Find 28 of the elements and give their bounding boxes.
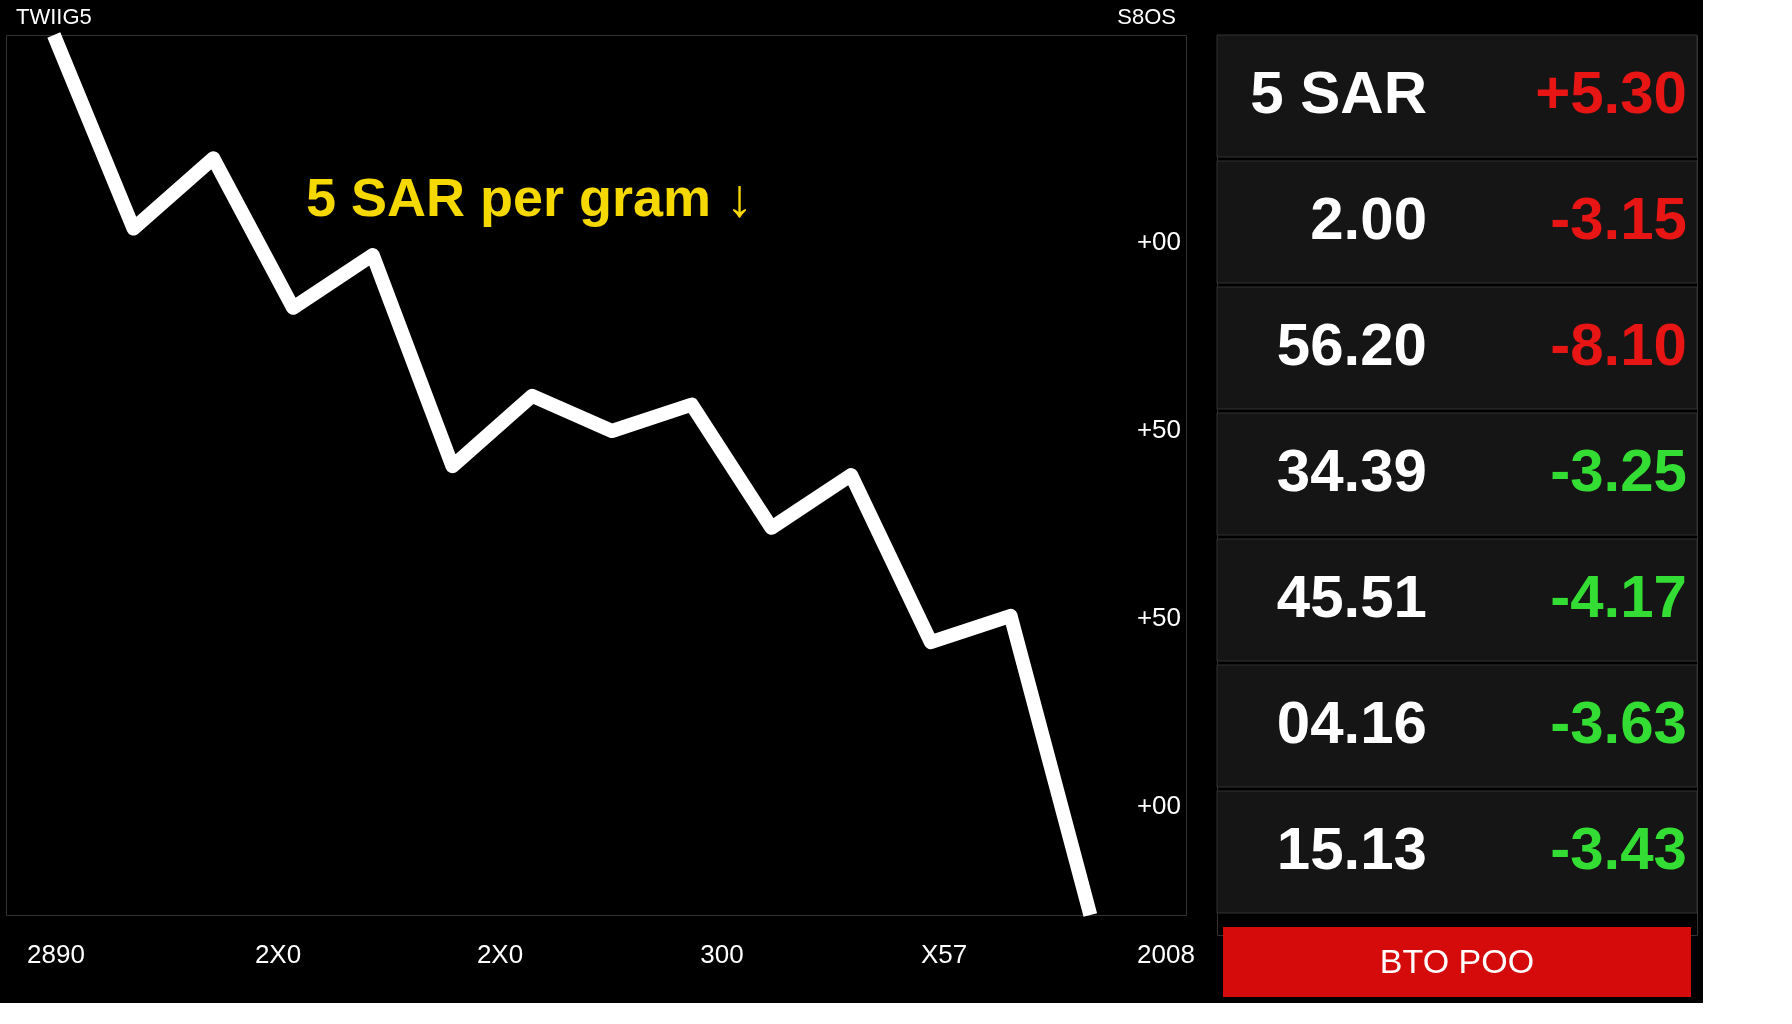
annotation: +50 (1136, 602, 1181, 632)
text: 45.51 (1276, 563, 1427, 630)
text: -4.17 (1550, 563, 1687, 630)
text: 2.00 (1310, 185, 1427, 252)
text: 5 SAR (1250, 59, 1427, 126)
text: 5 SAR per gram ↓ (306, 167, 754, 227)
text: 34.39 (1276, 437, 1427, 504)
annotation: +50 (1136, 414, 1181, 444)
text: 2008 (1137, 939, 1195, 969)
annotation: +00 (1136, 226, 1181, 256)
text: -3.43 (1550, 815, 1687, 882)
text: BTO POO (1379, 942, 1535, 980)
text: +5.30 (1535, 59, 1687, 126)
text: -3.63 (1550, 689, 1687, 756)
text: 300 (700, 939, 744, 969)
text: 2X0 (254, 939, 302, 969)
text: -8.10 (1550, 311, 1687, 378)
annotation: +00 (1136, 790, 1181, 820)
text: -3.25 (1550, 437, 1687, 504)
text: TWIIG5 (16, 4, 92, 29)
text: 04.16 (1276, 689, 1427, 756)
text: X57 (920, 939, 968, 969)
text: -3.15 (1550, 185, 1687, 252)
text: S8OS (1117, 4, 1176, 29)
text: 15.13 (1276, 815, 1427, 882)
text: 2890 (27, 939, 85, 969)
text: 2X0 (476, 939, 524, 969)
text: 56.20 (1276, 311, 1427, 378)
